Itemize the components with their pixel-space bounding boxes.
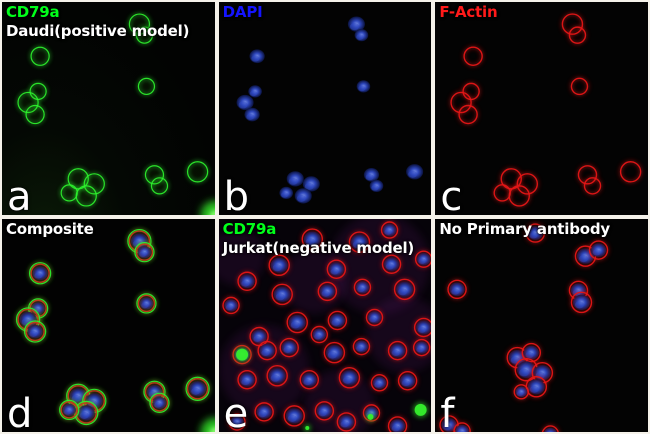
micrograph-svg-c — [450, 12, 643, 208]
micrograph-svg-b — [236, 16, 423, 204]
green-debris-layer — [233, 346, 429, 432]
micrograph-d — [2, 219, 215, 432]
corner-glow — [200, 200, 215, 215]
micrograph-svg-d — [15, 228, 215, 432]
micrograph-f — [435, 219, 648, 432]
panel-b: DAPI b — [218, 2, 432, 215]
panel-d: Composite d — [2, 219, 215, 432]
micrograph-svg-a — [16, 12, 215, 215]
panel-f: No Primary antibody f — [435, 219, 648, 432]
micrograph-svg-f — [439, 222, 610, 432]
panel-c: F-Actin c — [435, 2, 648, 215]
cells-layer — [16, 12, 209, 208]
micrograph-a — [2, 2, 215, 215]
cells-layer — [15, 228, 211, 426]
micrograph-svg-e — [218, 219, 432, 432]
micrograph-b — [219, 2, 432, 215]
haze-layer — [218, 219, 432, 432]
panel-a: CD79a Daudi(positive model) a — [2, 2, 215, 215]
cells-layer — [236, 16, 423, 204]
cells-layer — [439, 222, 610, 432]
corner-glow — [200, 417, 215, 432]
cells-layer — [221, 220, 432, 432]
micrograph-c — [435, 2, 648, 215]
micrograph-e — [218, 219, 432, 432]
cells-layer — [450, 12, 643, 208]
panel-e: CD79a Jurkat(negative model) e — [218, 219, 432, 432]
